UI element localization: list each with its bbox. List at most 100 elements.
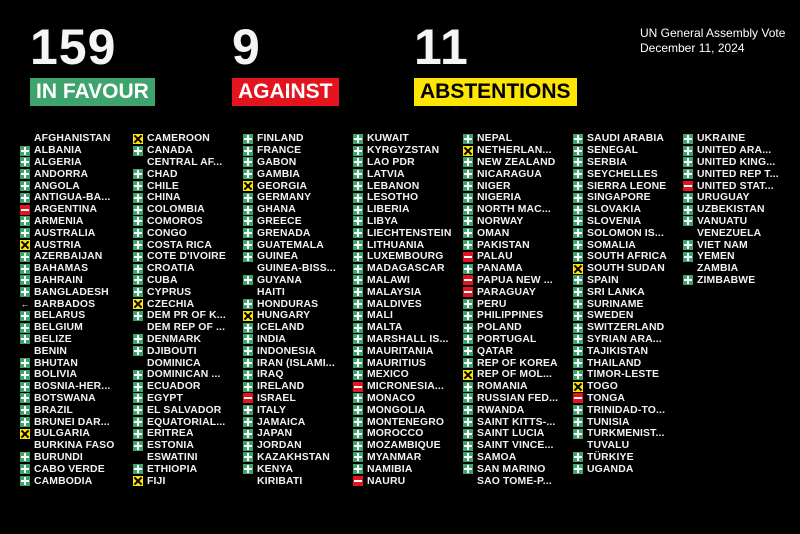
in-favour-icon (243, 299, 253, 310)
country-name: IRAQ (257, 369, 284, 381)
country-row: GUATEMALA (243, 239, 336, 251)
country-name: SOMALIA (587, 239, 636, 251)
country-row: JAMAICA (243, 416, 336, 428)
in-favour-icon (573, 204, 583, 215)
in-favour-icon (463, 299, 473, 310)
country-row: AUSTRALIA (20, 227, 115, 239)
country-row: COMOROS (133, 216, 226, 228)
country-row: PORTUGAL (463, 334, 558, 346)
country-name: NAMIBIA (367, 463, 413, 475)
in-favour-icon (20, 169, 30, 180)
country-name: BRUNEI DAR... (34, 416, 110, 428)
country-row: ← BARBADOS (20, 298, 115, 310)
abstention-icon (20, 428, 30, 439)
in-favour-icon (573, 145, 583, 156)
country-name: FRANCE (257, 145, 302, 157)
in-favour-icon (683, 169, 693, 180)
country-row: NIGERIA (463, 192, 558, 204)
country-name: MALTA (367, 322, 403, 334)
country-row: CROATIA (133, 263, 226, 275)
country-name: SOLOMON IS... (587, 227, 664, 239)
country-row: CHINA (133, 192, 226, 204)
country-name: BENIN (34, 345, 68, 357)
in-favour-icon (20, 358, 30, 369)
country-name: NIGERIA (477, 192, 522, 204)
country-row: CABO VERDE (20, 463, 115, 475)
country-name: SOUTH AFRICA (587, 251, 667, 263)
no-vote-icon (243, 287, 253, 297)
in-favour-icon (133, 440, 143, 451)
in-favour-icon (20, 369, 30, 380)
country-name: CYPRUS (147, 286, 192, 298)
in-favour-icon (353, 334, 363, 345)
in-favour-icon (463, 417, 473, 428)
country-name: TIMOR-LESTE (587, 369, 660, 381)
in-favour-icon (573, 334, 583, 345)
country-row: ECUADOR (133, 381, 226, 393)
in-favour-icon (133, 428, 143, 439)
country-name: SAINT LUCIA (477, 428, 545, 440)
country-name: RUSSIAN FED... (477, 392, 559, 404)
country-name: SENEGAL (587, 145, 639, 157)
in-favour-icon (353, 216, 363, 227)
in-favour-icon (20, 251, 30, 262)
in-favour-icon (353, 369, 363, 380)
country-name: UNITED STAT... (697, 180, 774, 192)
abstention-icon (573, 263, 583, 274)
caption-title: UN General Assembly Vote (640, 26, 786, 40)
in-favour-icon (573, 310, 583, 321)
country-row: DOMINICAN ... (133, 369, 226, 381)
country-name: SIERRA LEONE (587, 180, 667, 192)
country-name: LIBERIA (367, 204, 410, 216)
country-row: ARMENIA (20, 216, 115, 228)
country-row: VIET NAM (683, 239, 779, 251)
country-row: SAMOA (463, 452, 558, 464)
country-name: BRAZIL (34, 404, 73, 416)
in-favour-icon (353, 346, 363, 357)
country-row: BURKINA FASO (20, 440, 115, 452)
country-name: CZECHIA (147, 298, 195, 310)
in-favour-icon (243, 369, 253, 380)
against-icon (353, 476, 363, 486)
country-name: CAMBODIA (34, 475, 93, 487)
in-favour-icon (573, 417, 583, 428)
country-row: AZERBAIJAN (20, 251, 115, 263)
country-name: AFGHANISTAN (34, 133, 111, 145)
country-row: KAZAKHSTAN (243, 452, 336, 464)
country-row: THAILAND (573, 357, 667, 369)
country-name: GEORGIA (257, 180, 308, 192)
country-name: REP OF MOL... (477, 369, 553, 381)
in-favour-icon (463, 393, 473, 404)
country-name: NETHERLAN... (477, 145, 552, 157)
country-name: CHAD (147, 168, 178, 180)
country-row: NAURU (353, 475, 452, 487)
in-favour-icon (133, 393, 143, 404)
no-vote-icon (133, 157, 143, 167)
country-row: SIERRA LEONE (573, 180, 667, 192)
in-favour-icon (243, 322, 253, 333)
no-vote-icon (133, 452, 143, 462)
in-favour-icon (133, 287, 143, 298)
country-name: VANUATU (697, 215, 748, 227)
country-row: NEPAL (463, 133, 558, 145)
country-name: MAURITANIA (367, 345, 434, 357)
country-row: NETHERLAN... (463, 145, 558, 157)
country-row: ARGENTINA (20, 204, 115, 216)
country-row: UNITED STAT... (683, 180, 779, 192)
no-vote-icon (20, 134, 30, 144)
country-row: SOLOMON IS... (573, 227, 667, 239)
country-row: BULGARIA (20, 428, 115, 440)
country-row: LAO PDR (353, 157, 452, 169)
country-name: MADAGASCAR (367, 263, 445, 275)
in-favour-icon (243, 405, 253, 416)
country-name: ARGENTINA (34, 204, 98, 216)
in-favour-icon (353, 393, 363, 404)
country-row: PALAU (463, 251, 558, 263)
country-row: ISRAEL (243, 393, 336, 405)
in-favour-icon (463, 169, 473, 180)
in-favour-icon (463, 263, 473, 274)
in-favour-icon (353, 240, 363, 251)
in-favour-icon (463, 346, 473, 357)
country-row: SAO TOME-P... (463, 475, 558, 487)
country-row: DEM PR OF K... (133, 310, 226, 322)
